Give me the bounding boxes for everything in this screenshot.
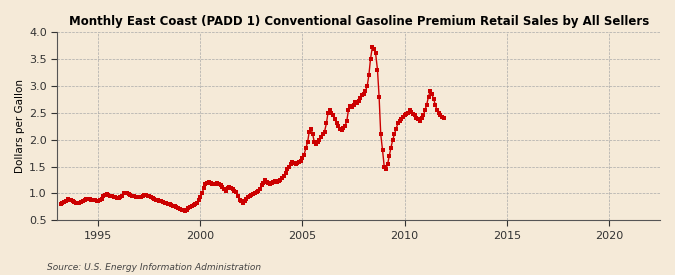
Title: Monthly East Coast (PADD 1) Conventional Gasoline Premium Retail Sales by All Se: Monthly East Coast (PADD 1) Conventional…	[69, 15, 649, 28]
Text: Source: U.S. Energy Information Administration: Source: U.S. Energy Information Administ…	[47, 263, 261, 272]
Y-axis label: Dollars per Gallon: Dollars per Gallon	[15, 79, 25, 173]
